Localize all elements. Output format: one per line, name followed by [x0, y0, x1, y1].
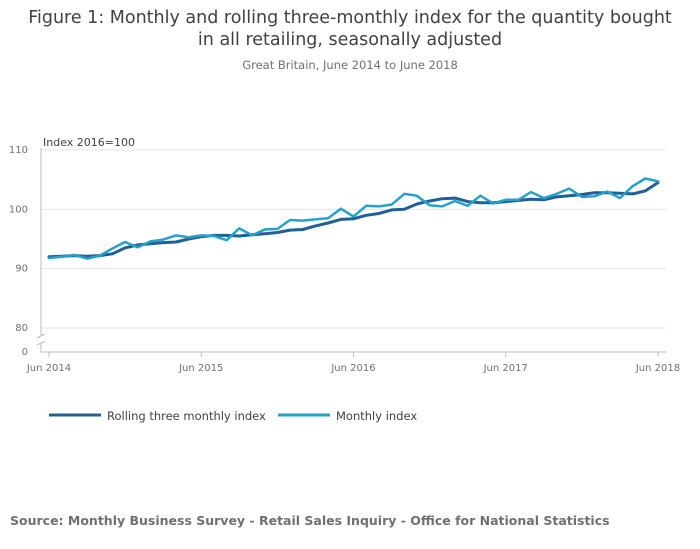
- gridlines: [41, 149, 666, 329]
- axis-break-mark: [36, 333, 46, 339]
- x-tick-label: Jun 2015: [178, 363, 223, 374]
- axes: [36, 148, 666, 353]
- chart-title-line-1: Figure 1: Monthly and rolling three-mont…: [28, 8, 672, 28]
- y-tick-label-zero: 0: [22, 347, 28, 358]
- y-tick-label: 110: [9, 145, 28, 156]
- x-tick-label: Jun 2016: [330, 363, 375, 374]
- x-tick-label: Jun 2017: [483, 363, 528, 374]
- axis-break-mark: [36, 340, 46, 346]
- chart-title-line-2: in all retailing, seasonally adjusted: [197, 30, 503, 50]
- x-tick-label: Jun 2014: [26, 363, 71, 374]
- y-axis-label: Index 2016=100: [43, 136, 135, 149]
- y-tick-labels: 110 100 90 80 0: [9, 145, 28, 358]
- legend: Rolling three monthly index Monthly index: [49, 409, 417, 423]
- y-tick-label: 90: [15, 264, 28, 275]
- chart-subtitle: Great Britain, June 2014 to June 2018: [242, 58, 458, 72]
- series-lines: [47, 177, 660, 260]
- rolling-three-monthly-line: [47, 181, 660, 259]
- legend-label: Rolling three monthly index: [107, 409, 266, 423]
- legend-label: Monthly index: [336, 409, 417, 423]
- y-tick-label: 80: [15, 323, 28, 334]
- y-tick-label: 100: [9, 204, 28, 215]
- x-tick-label: Jun 2018: [635, 363, 680, 374]
- chart-title: Figure 1: Monthly and rolling three-mont…: [0, 7, 700, 51]
- source-note: Source: Monthly Business Survey - Retail…: [10, 513, 610, 528]
- monthly-index-line: [47, 177, 660, 260]
- x-tick-labels: Jun 2014 Jun 2015 Jun 2016 Jun 2017 Jun 2018: [26, 352, 680, 374]
